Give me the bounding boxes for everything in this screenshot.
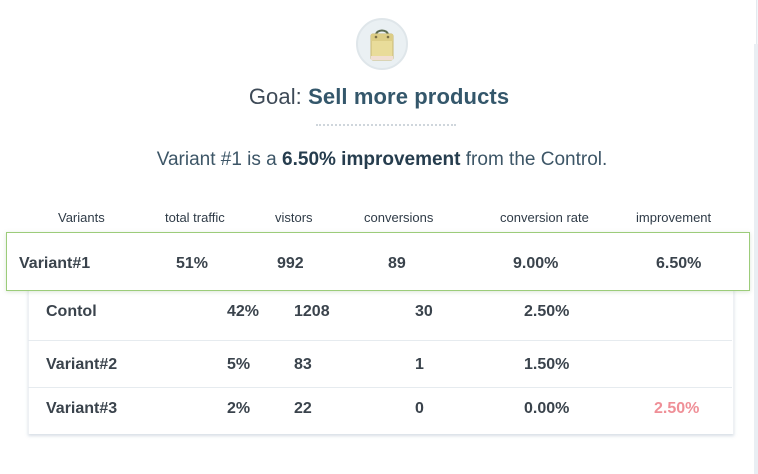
- goal-title: Goal: Sell more products: [0, 84, 758, 110]
- header-conversion-rate: conversion rate: [500, 210, 589, 225]
- scrollbar-track[interactable]: [754, 44, 758, 474]
- cell-conversions: 30: [415, 303, 433, 320]
- summary-after: from the Control.: [460, 149, 608, 170]
- cell-visitors: 83: [294, 356, 312, 373]
- cell-conversions: 89: [388, 255, 406, 272]
- cell-traffic: 2%: [227, 400, 251, 417]
- header-total-traffic: total traffic: [165, 210, 225, 225]
- cell-rate: 0.00%: [524, 400, 570, 417]
- cell-traffic: 5%: [227, 356, 251, 373]
- results-table: [28, 288, 734, 434]
- goal-icon-badge: [356, 18, 408, 70]
- cell-rate: 1.50%: [524, 356, 570, 373]
- cell-visitors: 992: [277, 255, 304, 272]
- cell-rate: 9.00%: [513, 255, 559, 272]
- cell-rate: 2.50%: [524, 303, 570, 320]
- cell-traffic: 42%: [227, 303, 260, 320]
- shopping-bag-icon: [370, 29, 394, 61]
- table-row-control-name[interactable]: Contol: [46, 303, 97, 320]
- row-divider: [28, 340, 732, 341]
- cell-conversions: 0: [415, 400, 424, 417]
- cell-variant-name: Variant#1: [19, 255, 91, 272]
- goal-prefix: Goal:: [248, 84, 309, 109]
- cell-improvement-negative: 2.50%: [654, 400, 700, 417]
- dotted-divider: [316, 124, 456, 126]
- table-row-variant3-name[interactable]: Variant#3: [46, 400, 118, 417]
- cell-conversions: 1: [415, 356, 424, 373]
- goal-name: Sell more products: [308, 84, 510, 109]
- cell-visitors: 22: [294, 400, 312, 417]
- summary-before: Variant #1 is a: [156, 149, 283, 170]
- cell-improvement: 6.50%: [656, 255, 702, 272]
- row-divider: [28, 387, 732, 388]
- cell-visitors: 1208: [294, 303, 330, 320]
- header-visitors: vistors: [275, 210, 313, 225]
- header-variants: Variants: [58, 210, 105, 225]
- table-row-winner[interactable]: [6, 232, 750, 291]
- header-improvement: improvement: [636, 210, 712, 225]
- cell-traffic: 51%: [176, 255, 209, 272]
- table-row-variant2-name[interactable]: Variant#2: [46, 356, 118, 373]
- summary-text: Variant #1 is a 6.50% improvement from t…: [0, 149, 758, 171]
- header-conversions: conversions: [364, 210, 434, 225]
- summary-highlight: 6.50% improvement: [282, 149, 461, 170]
